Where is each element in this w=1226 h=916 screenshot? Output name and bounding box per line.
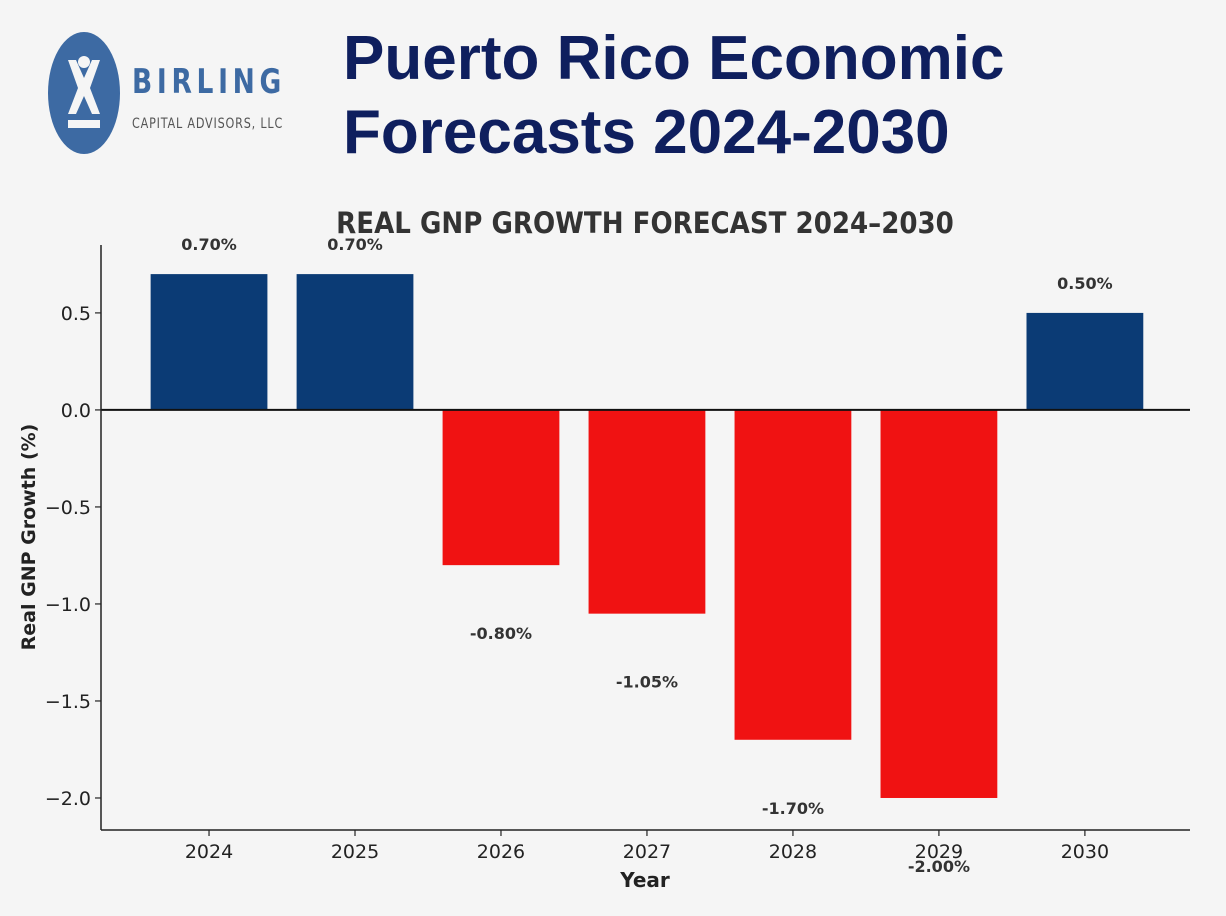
page-title-line2: Forecasts 2024-2030 xyxy=(343,98,950,167)
y-tick-label: 0.5 xyxy=(61,303,91,325)
x-tick-label: 2029 xyxy=(915,841,963,863)
data-label-2025: 0.70% xyxy=(327,235,383,254)
x-tick-label: 2026 xyxy=(477,841,525,863)
data-label-2024: 0.70% xyxy=(181,235,237,254)
bar-2028 xyxy=(734,409,852,740)
y-tick-label: −1.0 xyxy=(45,594,91,616)
bar-2030 xyxy=(1026,312,1144,410)
logo-subtitle: CAPITAL ADVISORS, LLC xyxy=(132,116,284,132)
chart-title: REAL GNP GROWTH FORECAST 2024–2030 xyxy=(336,206,954,241)
y-tick-label: −0.5 xyxy=(45,497,91,519)
x-tick-label: 2027 xyxy=(623,841,671,863)
x-tick-label: 2030 xyxy=(1061,841,1109,863)
logo-name: BIRLING xyxy=(132,62,287,102)
data-label-2027: -1.05% xyxy=(616,673,678,692)
bar-2027 xyxy=(588,409,706,614)
data-label-2029: -2.00% xyxy=(908,857,970,876)
y-tick-label: 0.0 xyxy=(61,400,91,422)
x-axis-label: Year xyxy=(619,868,670,892)
page-title-line1: Puerto Rico Economic xyxy=(343,24,1005,93)
x-tick-label: 2025 xyxy=(331,841,379,863)
y-axis-label: Real GNP Growth (%) xyxy=(18,424,40,651)
data-label-2028: -1.70% xyxy=(762,799,824,818)
x-tick-label: 2028 xyxy=(769,841,817,863)
bar-2029 xyxy=(880,409,998,798)
y-tick-label: −1.5 xyxy=(45,691,91,713)
x-tick-label: 2024 xyxy=(185,841,233,863)
data-label-2030: 0.50% xyxy=(1057,274,1113,293)
bar-2026 xyxy=(442,409,560,566)
data-label-2026: -0.80% xyxy=(470,624,532,643)
birling-logo: BIRLING CAPITAL ADVISORS, LLC xyxy=(48,32,288,156)
bar-2025 xyxy=(296,274,414,410)
bar-2024 xyxy=(150,274,268,410)
page-title: Puerto Rico Economic Forecasts 2024-2030 xyxy=(343,22,1004,170)
logo-emblem xyxy=(48,32,120,154)
y-tick-label: −2.0 xyxy=(45,788,91,810)
